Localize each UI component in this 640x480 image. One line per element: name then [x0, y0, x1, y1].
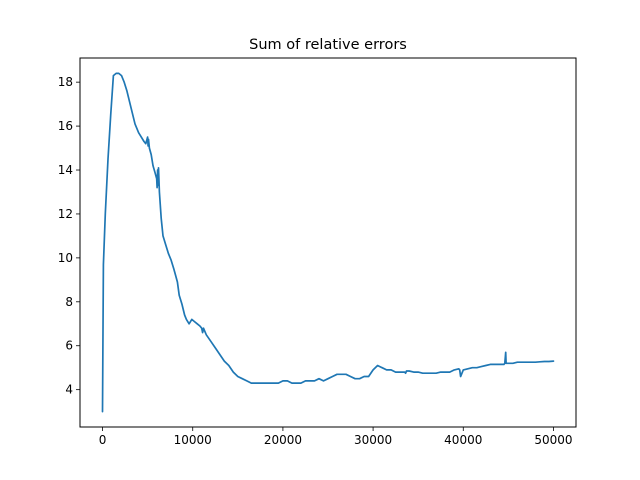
y-tick-label: 18 — [58, 75, 73, 89]
x-tick-label: 10000 — [174, 433, 212, 447]
series-layer — [101, 72, 555, 413]
x-tick-label: 30000 — [354, 433, 392, 447]
series-line — [101, 72, 555, 413]
y-tick-label: 4 — [65, 383, 73, 397]
y-tick-label: 10 — [58, 251, 73, 265]
y-axis: 4 6 8 10 12 14 16 18 — [58, 75, 80, 397]
plot-frame — [79, 57, 577, 428]
y-tick-label: 6 — [65, 339, 73, 353]
x-axis: 0 10000 20000 30000 40000 50000 — [99, 427, 573, 447]
x-tick-label: 0 — [99, 433, 107, 447]
y-tick-label: 16 — [58, 119, 73, 133]
plot-area — [79, 57, 577, 428]
y-tick-label: 8 — [65, 295, 73, 309]
chart-title: Sum of relative errors — [249, 37, 407, 53]
x-tick-label: 50000 — [534, 433, 572, 447]
y-tick-label: 12 — [58, 207, 73, 221]
y-tick-label: 14 — [58, 163, 73, 177]
x-tick-label: 20000 — [264, 433, 302, 447]
x-tick-label: 40000 — [444, 433, 482, 447]
